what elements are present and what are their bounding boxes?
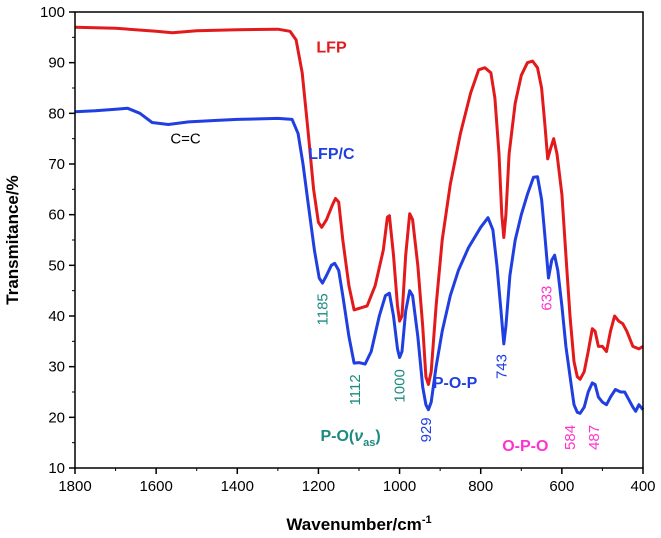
- annotation-584: 584: [562, 425, 579, 450]
- y-axis-title: Transmitance/%: [3, 175, 22, 304]
- x-tick-label: 1400: [221, 478, 254, 495]
- annotation-487: 487: [586, 425, 603, 450]
- y-tick-label: 60: [48, 207, 65, 224]
- annotation-p-o-vas: P-O(νas): [320, 428, 380, 449]
- x-tick-label: 400: [630, 478, 655, 495]
- annotation-1112: 1112: [347, 374, 364, 405]
- y-tick-label: 10: [48, 460, 65, 477]
- y-tick-label: 70: [48, 156, 65, 173]
- annotation-lfp: LFP: [316, 40, 347, 57]
- y-tick-label: 80: [48, 105, 65, 122]
- x-tick-label: 1600: [139, 478, 172, 495]
- annotation-o-p-o: O-P-O: [502, 438, 548, 455]
- po-nu: ν: [354, 428, 363, 445]
- x-tick-label: 600: [549, 478, 574, 495]
- po-prefix: P-O(: [320, 428, 354, 445]
- annotation-c-c: C=C: [170, 131, 201, 148]
- x-tick-label: 1200: [302, 478, 335, 495]
- annotation-1185: 1185: [314, 293, 331, 325]
- y-tick-label: 50: [48, 257, 65, 274]
- annotation-929: 929: [418, 417, 435, 442]
- x-tick-label: 800: [468, 478, 493, 495]
- y-tick-label: 30: [48, 359, 65, 376]
- series-line-lfp-c: [74, 106, 645, 415]
- annotation-1000: 1000: [391, 369, 408, 402]
- x-tick-label: 1800: [58, 478, 91, 495]
- annotation-743: 743: [494, 354, 511, 379]
- y-tick-label: 40: [48, 308, 65, 325]
- series-line-lfp: [74, 25, 644, 386]
- x-axis-title-main: Wavenumber/cm: [286, 515, 421, 534]
- y-tick-label: 100: [40, 4, 65, 21]
- annotation-lfp-c: LFP/C: [308, 146, 355, 163]
- x-axis-title: Wavenumber/cm-1: [286, 514, 431, 534]
- y-tick-label: 90: [48, 55, 65, 72]
- po-suffix: ): [375, 428, 380, 445]
- annotation-p-o-p: P-O-P: [433, 375, 478, 392]
- x-axis-title-sup: -1: [422, 514, 432, 526]
- annotation-633: 633: [538, 286, 555, 311]
- y-tick-label: 20: [48, 409, 65, 426]
- x-tick-label: 1000: [383, 478, 416, 495]
- po-sub: as: [363, 437, 375, 449]
